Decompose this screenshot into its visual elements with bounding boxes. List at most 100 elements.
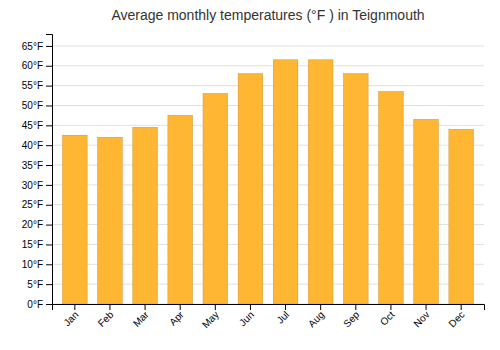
x-tick-mark	[320, 304, 321, 310]
x-tick-label: Jul	[274, 309, 291, 326]
x-tick: Mar	[131, 304, 151, 329]
bar	[379, 92, 404, 304]
y-tick-label: 0°F	[27, 299, 43, 310]
bar	[308, 60, 333, 304]
bar	[238, 74, 263, 304]
y-tick: 60°F	[22, 60, 52, 71]
x-tick-mark	[390, 304, 391, 310]
x-tick: Sep	[341, 304, 362, 329]
y-tick-mark	[46, 125, 52, 126]
y-tick-label: 20°F	[22, 219, 43, 230]
y-tick: 50°F	[22, 100, 52, 111]
bar	[168, 115, 193, 304]
y-tick-mark	[46, 225, 52, 226]
y-tick-mark	[46, 185, 52, 186]
x-axis-line	[53, 305, 485, 311]
grid-line	[52, 45, 484, 46]
y-tick-mark	[46, 165, 52, 166]
bar	[133, 127, 158, 304]
x-tick: Jun	[237, 304, 256, 328]
y-tick-mark	[46, 264, 52, 265]
y-tick-label: 10°F	[22, 259, 43, 270]
y-tick-mark	[46, 145, 52, 146]
grid-line	[52, 65, 484, 66]
y-tick-label: 60°F	[22, 60, 43, 71]
y-tick: 45°F	[22, 120, 52, 131]
x-tick-label: Nov	[411, 309, 431, 329]
x-axis: Jan Feb Mar Apr May Jun Jul Aug Sep Oct Nov Dec	[53, 304, 485, 330]
x-tick-label: Sep	[341, 309, 362, 330]
y-tick-label: 65°F	[22, 41, 43, 52]
chart: 0°F 5°F 10°F 15°F 20°F 25°F 30°F 35°F 40°F 45°F 50…	[0, 0, 500, 350]
y-tick: 20°F	[22, 219, 52, 230]
y-tick-label: 5°F	[27, 279, 43, 290]
x-tick: Apr	[167, 304, 186, 328]
x-tick-label: Oct	[378, 309, 397, 328]
bar	[449, 129, 474, 304]
x-tick-label: Mar	[131, 308, 151, 328]
y-tick: 35°F	[22, 160, 52, 171]
x-tick-mark	[180, 304, 181, 310]
x-tick-label: Jan	[61, 309, 80, 328]
bar	[203, 94, 228, 304]
y-tick-label: 30°F	[22, 180, 43, 191]
y-tick-mark	[46, 105, 52, 106]
y-tick: 10°F	[22, 259, 52, 270]
y-tick-mark	[46, 244, 52, 245]
grid-line	[52, 105, 484, 106]
y-tick-label: 55°F	[22, 80, 43, 91]
x-tick: Jul	[274, 304, 291, 326]
y-tick: 15°F	[22, 239, 52, 250]
x-tick: Dec	[446, 304, 466, 329]
y-tick-mark	[46, 46, 52, 47]
y-tick: 40°F	[22, 140, 52, 151]
bar	[344, 74, 369, 304]
y-tick-label: 15°F	[22, 239, 43, 250]
y-tick-mark	[46, 284, 52, 285]
x-tick: May	[200, 304, 221, 330]
y-tick-label: 35°F	[22, 160, 43, 171]
y-tick-mark	[46, 205, 52, 206]
y-axis: 0°F 5°F 10°F 15°F 20°F 25°F 30°F 35°F 40°F 45°F 50…	[22, 35, 53, 310]
x-tick-mark	[426, 304, 427, 310]
bar	[63, 135, 88, 304]
title: Average monthly temperatures (°F ) in Te…	[111, 7, 424, 23]
x-tick-label: Feb	[96, 309, 116, 329]
x-tick-mark	[145, 304, 146, 310]
bar	[98, 137, 123, 304]
x-tick: Jan	[61, 304, 80, 328]
grid	[52, 46, 484, 304]
y-tick-label: 25°F	[22, 199, 43, 210]
y-tick: 30°F	[22, 180, 52, 191]
x-tick-mark	[461, 304, 462, 310]
y-tick: 0°F	[27, 299, 52, 310]
x-tick-mark	[285, 304, 286, 310]
y-tick-label: 45°F	[22, 120, 43, 131]
bar	[273, 60, 298, 304]
x-tick-label: Apr	[167, 308, 186, 327]
x-tick: Feb	[96, 304, 116, 329]
y-tick-mark	[46, 304, 52, 305]
x-tick-label: Aug	[306, 309, 326, 329]
x-tick-label: Jun	[237, 309, 256, 328]
x-tick-label: May	[200, 309, 221, 330]
x-tick: Nov	[411, 304, 431, 329]
y-tick: 5°F	[27, 279, 52, 290]
grid-line	[52, 85, 484, 86]
bar	[414, 119, 439, 304]
bars	[63, 60, 474, 304]
y-tick: 25°F	[22, 199, 52, 210]
y-tick: 65°F	[22, 41, 52, 52]
x-tick-mark	[250, 304, 251, 310]
y-tick-mark	[46, 86, 52, 87]
y-tick: 55°F	[22, 80, 52, 91]
plot: 0°F 5°F 10°F 15°F 20°F 25°F 30°F 35°F 40°F 45°F 50…	[22, 35, 485, 331]
x-tick: Aug	[306, 304, 326, 329]
x-tick-label: Dec	[446, 309, 466, 329]
y-axis-line	[46, 35, 53, 305]
x-tick-mark	[215, 304, 216, 310]
x-tick: Oct	[378, 304, 397, 328]
y-tick-label: 50°F	[22, 100, 43, 111]
x-tick-mark	[109, 304, 110, 310]
y-tick-label: 40°F	[22, 140, 43, 151]
